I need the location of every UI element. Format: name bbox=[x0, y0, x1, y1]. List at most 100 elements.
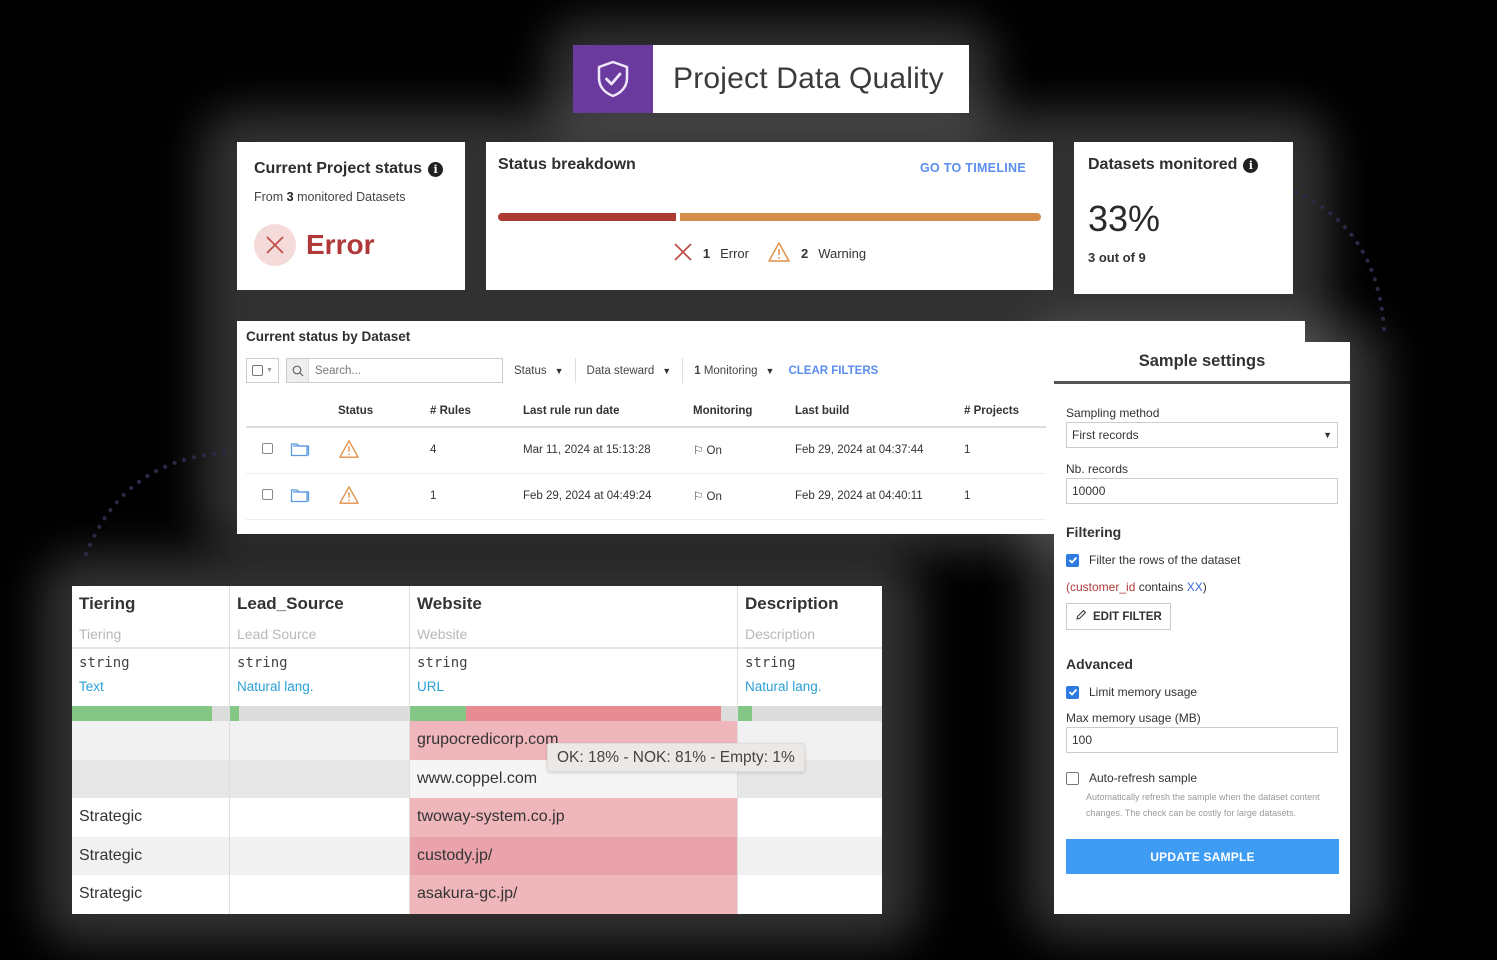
error-segment[interactable] bbox=[498, 213, 676, 221]
col-rules[interactable]: # Rules bbox=[430, 395, 523, 428]
search-box[interactable] bbox=[286, 358, 503, 383]
grid-cell[interactable] bbox=[230, 836, 409, 875]
breakdown-title: Status breakdown bbox=[498, 156, 636, 173]
projects-count: 1 bbox=[964, 427, 1046, 474]
quality-bar[interactable] bbox=[738, 706, 882, 721]
folder-icon[interactable] bbox=[290, 473, 338, 520]
limit-memory-option[interactable]: Limit memory usage bbox=[1066, 685, 1338, 699]
page-title: Project Data Quality bbox=[673, 62, 944, 95]
grid-cell[interactable] bbox=[230, 875, 409, 914]
grid-cell[interactable] bbox=[72, 721, 229, 760]
filter-rows-option[interactable]: Filter the rows of the dataset bbox=[1066, 553, 1338, 567]
max-memory-input[interactable]: 100 bbox=[1066, 727, 1338, 753]
warning-icon bbox=[767, 241, 791, 266]
grid-column-lead-source[interactable]: Lead_Source Lead Source string Natural l… bbox=[230, 586, 410, 914]
page-title-banner: Project Data Quality bbox=[573, 45, 969, 113]
column-storage-type[interactable]: string bbox=[745, 655, 796, 671]
grid-cell[interactable]: asakura-gc.jp/ bbox=[410, 875, 737, 914]
grid-cell[interactable]: Strategic bbox=[72, 875, 229, 914]
warning-icon bbox=[338, 473, 430, 520]
col-monitoring[interactable]: Monitoring bbox=[693, 395, 795, 428]
dataset-status-table-card: Current status by Dataset ▼ Status ▼ Data… bbox=[237, 321, 1305, 534]
row-checkbox[interactable] bbox=[262, 489, 273, 500]
rules-count: 4 bbox=[430, 427, 523, 474]
grid-cell[interactable] bbox=[230, 798, 409, 837]
grid-cell[interactable] bbox=[738, 836, 882, 875]
last-build-date: Feb 29, 2024 at 04:37:44 bbox=[795, 427, 964, 474]
row-checkbox[interactable] bbox=[262, 443, 273, 455]
update-sample-button[interactable]: UPDATE SAMPLE bbox=[1066, 839, 1339, 874]
search-input[interactable] bbox=[309, 359, 502, 382]
status-filter[interactable]: Status ▼ bbox=[503, 358, 575, 383]
info-icon[interactable]: i bbox=[428, 161, 444, 177]
table-row[interactable]: 4 Mar 11, 2024 at 15:13:28 ⚐ On Feb 29, … bbox=[246, 427, 1046, 474]
quality-bar[interactable] bbox=[72, 706, 229, 721]
filter-expression: (customer_id contains XX) bbox=[1066, 580, 1338, 594]
col-status[interactable]: Status bbox=[338, 395, 430, 428]
col-projects[interactable]: # Projects bbox=[964, 395, 1046, 428]
monitoring-filter[interactable]: 1 Monitoring ▼ bbox=[682, 358, 785, 383]
grid-cell[interactable]: twoway-system.co.jp bbox=[410, 798, 737, 837]
column-name[interactable]: Description bbox=[745, 594, 839, 613]
auto-refresh-option[interactable]: Auto-refresh sample bbox=[1066, 771, 1338, 785]
grid-column-tiering[interactable]: Tiering Tiering string Text Strategic St… bbox=[72, 586, 230, 914]
nb-records-input[interactable]: 10000 bbox=[1066, 478, 1338, 504]
auto-refresh-checkbox[interactable] bbox=[1066, 771, 1079, 785]
edit-filter-button[interactable]: EDIT FILTER bbox=[1066, 603, 1171, 630]
table-header-row: Status # Rules Last rule run date Monito… bbox=[246, 395, 1046, 428]
filter-rows-checkbox[interactable] bbox=[1066, 553, 1079, 567]
grid-cell[interactable] bbox=[738, 875, 882, 914]
grid-cell[interactable] bbox=[738, 798, 882, 837]
error-x-icon bbox=[673, 242, 693, 265]
expr-operator: contains bbox=[1135, 580, 1187, 594]
col-last-build[interactable]: Last build bbox=[795, 395, 964, 428]
project-status-title: Current Project status bbox=[254, 160, 423, 177]
grid-cell[interactable] bbox=[230, 759, 409, 798]
warning-label: Warning bbox=[818, 246, 867, 261]
monitoring-filter-label: 1 Monitoring bbox=[694, 365, 757, 377]
column-storage-type[interactable]: string bbox=[417, 655, 468, 671]
data-steward-filter[interactable]: Data steward ▼ bbox=[574, 358, 683, 383]
grid-column-website[interactable]: Website Website string URL grupocredicor… bbox=[410, 586, 738, 914]
max-memory-label: Max memory usage (MB) bbox=[1066, 711, 1201, 725]
subtitle-prefix: From bbox=[254, 190, 287, 204]
select-all-checkbox[interactable] bbox=[252, 365, 264, 376]
go-to-timeline-link[interactable]: GO TO TIMELINE bbox=[919, 161, 1026, 175]
project-status-value: Error bbox=[254, 224, 448, 266]
project-status-card: Current Project status i From 3 monitore… bbox=[237, 142, 465, 290]
grid-cell[interactable] bbox=[230, 721, 409, 760]
column-meaning[interactable]: Text bbox=[79, 679, 104, 694]
quality-ok-segment bbox=[738, 706, 753, 721]
sampling-method-select[interactable]: First records ▼ bbox=[1066, 422, 1338, 448]
clear-filters-button[interactable]: CLEAR FILTERS bbox=[788, 364, 879, 377]
auto-refresh-label: Auto-refresh sample bbox=[1089, 771, 1198, 785]
monitored-percent: 33% bbox=[1088, 198, 1161, 239]
warning-segment[interactable] bbox=[680, 213, 1041, 221]
grid-cell[interactable]: custody.jp/ bbox=[410, 836, 737, 875]
filter-rows-label: Filter the rows of the dataset bbox=[1089, 553, 1241, 567]
status-label: Error bbox=[306, 229, 375, 260]
grid-cell[interactable] bbox=[72, 759, 229, 798]
grid-cell[interactable]: Strategic bbox=[72, 836, 229, 875]
column-storage-type[interactable]: string bbox=[79, 655, 130, 671]
column-storage-type[interactable]: string bbox=[237, 655, 288, 671]
column-name[interactable]: Website bbox=[417, 594, 482, 613]
caret-down-icon: ▼ bbox=[662, 365, 672, 376]
column-name[interactable]: Lead_Source bbox=[237, 594, 344, 613]
table-row[interactable]: 1 Feb 29, 2024 at 04:49:24 ⚐ On Feb 29, … bbox=[246, 473, 1046, 520]
grid-cell[interactable]: Strategic bbox=[72, 798, 229, 837]
folder-icon[interactable] bbox=[290, 427, 338, 474]
status-filter-label: Status bbox=[514, 364, 547, 377]
column-meaning[interactable]: Natural lang. bbox=[745, 679, 822, 694]
sample-settings-panel: Sample settings Sampling method First re… bbox=[1054, 342, 1350, 914]
limit-memory-checkbox[interactable] bbox=[1066, 685, 1079, 699]
grid-column-description[interactable]: Description Description string Natural l… bbox=[738, 586, 882, 914]
quality-bar[interactable] bbox=[230, 706, 409, 721]
column-name[interactable]: Tiering bbox=[79, 594, 136, 613]
col-last-run[interactable]: Last rule run date bbox=[523, 395, 693, 428]
select-all-dropdown[interactable]: ▼ bbox=[246, 358, 279, 383]
column-meaning[interactable]: Natural lang. bbox=[237, 679, 314, 694]
info-icon[interactable]: i bbox=[1243, 157, 1259, 173]
quality-bar[interactable] bbox=[410, 706, 737, 721]
column-meaning[interactable]: URL bbox=[417, 679, 445, 694]
